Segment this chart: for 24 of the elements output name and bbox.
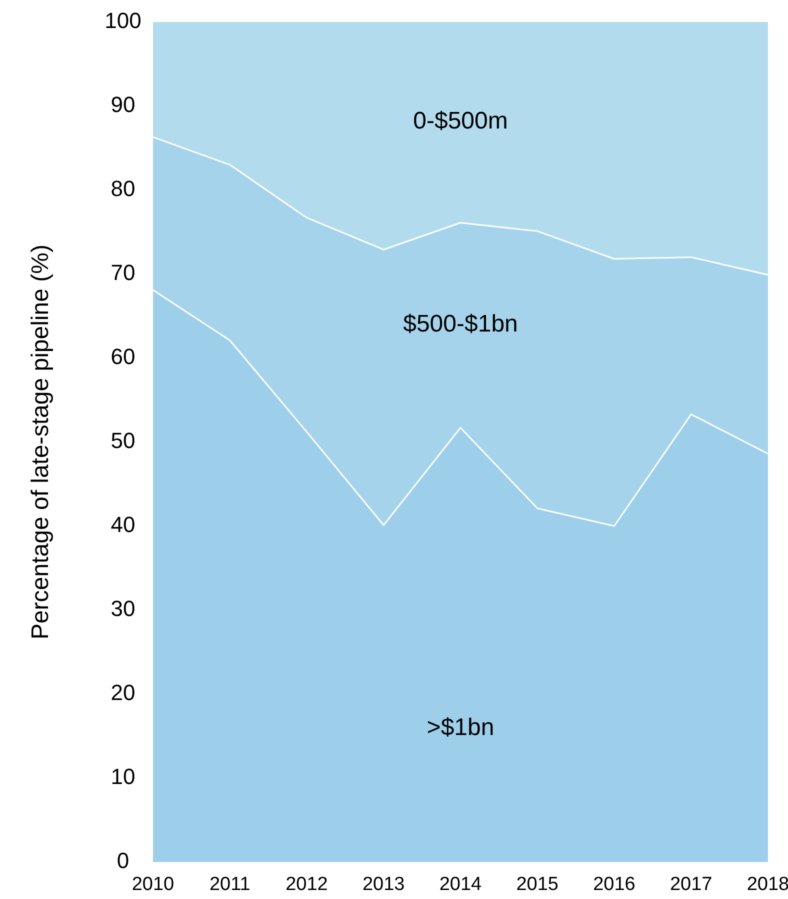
y-tick-label: 0	[116, 848, 130, 873]
y-tick-label: 80	[110, 176, 136, 201]
x-tick-label: 2018	[746, 874, 788, 895]
y-tick-label: 70	[110, 260, 136, 285]
x-tick-label: 2015	[516, 874, 559, 895]
series-label: >$1bn	[426, 714, 494, 742]
y-tick-label: 40	[110, 512, 136, 537]
x-tick-label: 2016	[593, 874, 636, 895]
y-tick-label: 20	[110, 680, 136, 705]
x-tick-label: 2014	[439, 874, 482, 895]
y-tick-label: 10	[110, 764, 136, 789]
y-axis-title: Percentage of late-stage pipeline (%)	[27, 244, 54, 640]
y-tick-label: 90	[110, 92, 136, 117]
y-tick-label: 60	[110, 344, 136, 369]
series-label: $500-$1bn	[403, 310, 518, 338]
x-tick-label: 2010	[132, 874, 174, 895]
x-tick-label: 2011	[209, 874, 250, 895]
y-tick-label: 50	[110, 428, 136, 453]
y-tick-label: 30	[110, 596, 136, 621]
x-tick-label: 2017	[670, 874, 712, 895]
y-tick-label: 100	[104, 8, 142, 33]
x-tick-label: 2012	[286, 874, 328, 895]
x-tick-label: 2013	[362, 874, 405, 895]
series-label: 0-$500m	[413, 108, 508, 135]
